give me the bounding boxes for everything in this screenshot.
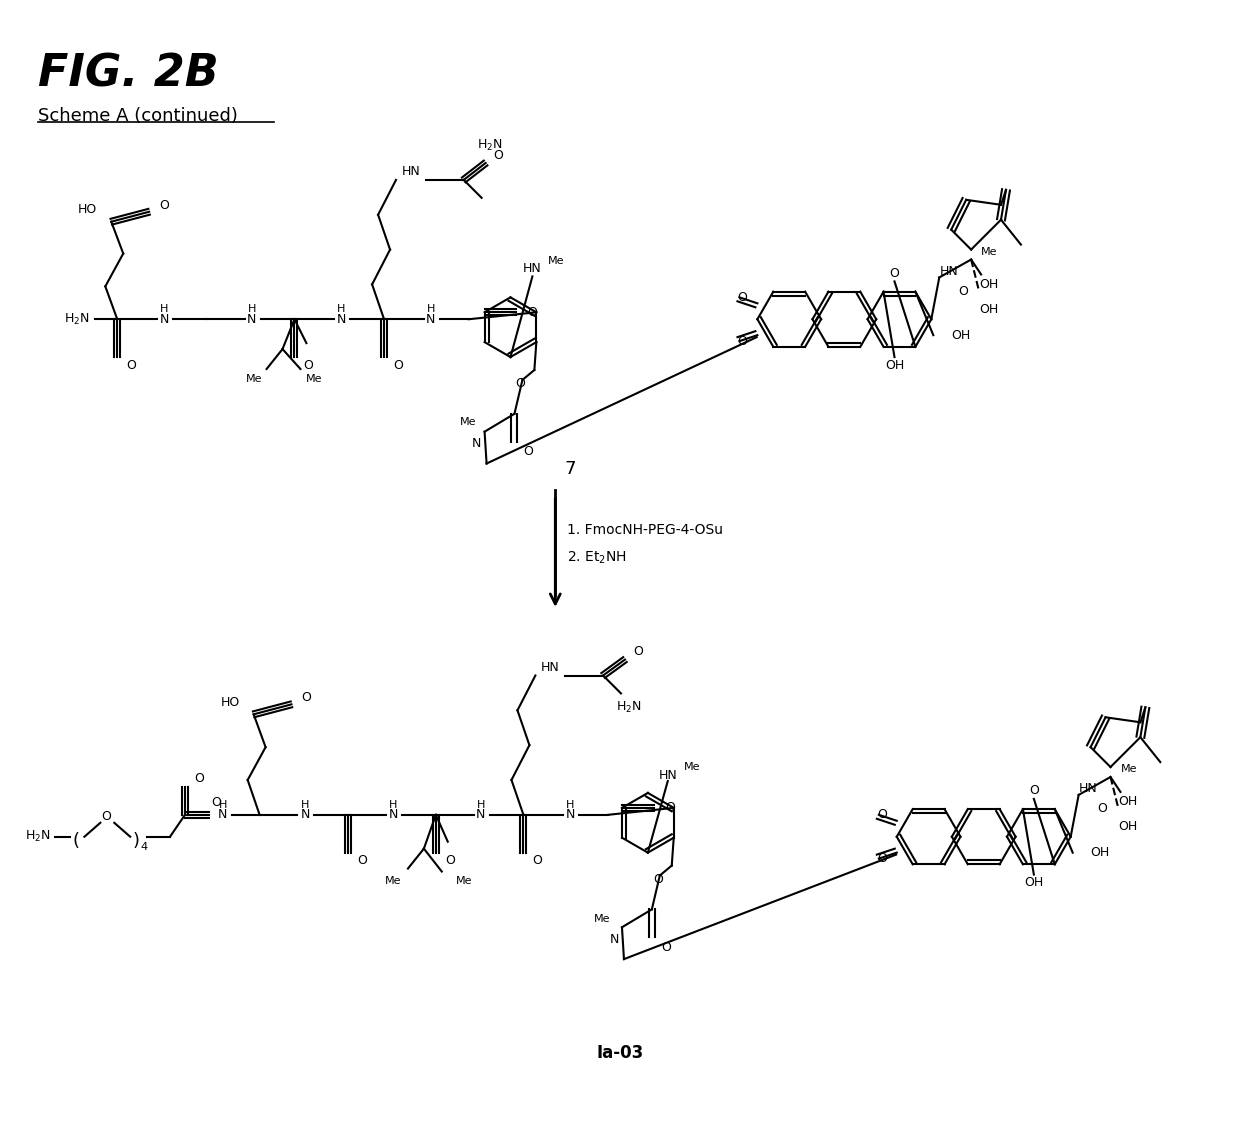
Text: H: H (476, 800, 485, 810)
Text: OH: OH (1091, 846, 1110, 860)
Text: O: O (738, 291, 748, 304)
Text: O: O (1029, 785, 1039, 798)
Text: O: O (126, 359, 136, 371)
Text: N: N (160, 313, 169, 325)
Text: O: O (532, 854, 542, 868)
Text: H: H (218, 800, 227, 810)
Text: OH: OH (1118, 821, 1138, 833)
Text: $\mathregular{H_2}$N: $\mathregular{H_2}$N (616, 700, 641, 715)
Text: HN: HN (523, 262, 542, 275)
Text: H: H (337, 305, 346, 314)
Text: O: O (877, 808, 887, 822)
Text: O: O (632, 645, 642, 658)
Text: O: O (301, 691, 311, 704)
Text: N: N (301, 808, 310, 822)
Text: Me: Me (246, 374, 262, 384)
Text: Me: Me (459, 417, 476, 426)
Text: 7: 7 (564, 460, 575, 478)
Text: O: O (889, 267, 899, 280)
Text: Me: Me (384, 876, 401, 886)
Text: Ia-03: Ia-03 (596, 1044, 644, 1061)
Text: H: H (160, 305, 169, 314)
Text: HN: HN (541, 661, 559, 674)
Text: Me: Me (594, 915, 610, 925)
Text: $\mathregular{H_2}$N: $\mathregular{H_2}$N (476, 138, 502, 152)
Text: OH: OH (951, 329, 971, 342)
Text: OH: OH (980, 278, 998, 291)
Text: OH: OH (980, 303, 998, 316)
Text: 2. Et$_2$NH: 2. Et$_2$NH (567, 550, 626, 566)
Text: O: O (393, 359, 403, 371)
Text: Me: Me (456, 876, 472, 886)
Text: OH: OH (1024, 876, 1044, 889)
Text: OH: OH (885, 359, 904, 371)
Text: 4: 4 (140, 841, 148, 851)
Text: H: H (301, 800, 310, 810)
Text: Me: Me (981, 246, 998, 257)
Text: O: O (959, 285, 968, 298)
Text: H: H (427, 305, 435, 314)
Text: N: N (609, 933, 619, 945)
Text: O: O (665, 801, 675, 815)
Text: N: N (218, 808, 227, 822)
Text: O: O (304, 359, 314, 371)
Text: O: O (445, 854, 455, 868)
Text: OH: OH (1118, 795, 1138, 808)
Text: HN: HN (939, 265, 959, 278)
Text: FIG. 2B: FIG. 2B (37, 53, 218, 95)
Text: N: N (472, 437, 481, 450)
Text: O: O (1097, 802, 1107, 815)
Text: O: O (738, 335, 748, 347)
Text: O: O (516, 377, 526, 391)
Text: Me: Me (548, 256, 564, 266)
Text: Me: Me (1121, 764, 1137, 774)
Text: $\mathregular{H_2}$N: $\mathregular{H_2}$N (64, 312, 91, 327)
Text: HN: HN (402, 165, 420, 179)
Text: Scheme A (continued): Scheme A (continued) (37, 108, 238, 125)
Text: H: H (248, 305, 255, 314)
Text: N: N (247, 313, 257, 325)
Text: N: N (565, 808, 575, 822)
Text: O: O (661, 941, 671, 953)
Text: HN: HN (658, 769, 677, 782)
Text: H: H (565, 800, 574, 810)
Text: HO: HO (78, 203, 98, 217)
Text: Me: Me (683, 762, 699, 772)
Text: $\mathregular{H_2}$N: $\mathregular{H_2}$N (25, 830, 51, 845)
Text: 1. FmocNH-PEG-4-OSu: 1. FmocNH-PEG-4-OSu (567, 524, 723, 537)
Text: N: N (476, 808, 485, 822)
Text: O: O (159, 199, 169, 212)
Text: O: O (193, 772, 203, 785)
Text: N: N (388, 808, 398, 822)
Text: O: O (877, 853, 887, 865)
Text: ): ) (133, 832, 140, 849)
Text: O: O (211, 796, 221, 809)
Text: (: ( (73, 832, 79, 849)
Text: H: H (389, 800, 397, 810)
Text: HN: HN (1079, 783, 1097, 795)
Text: O: O (494, 149, 503, 162)
Text: N: N (427, 313, 435, 325)
Text: HO: HO (221, 696, 239, 709)
Text: N: N (336, 313, 346, 325)
Text: O: O (527, 306, 537, 319)
Text: O: O (102, 810, 112, 823)
Text: O: O (357, 854, 367, 868)
Text: Me: Me (306, 374, 322, 384)
Text: O: O (653, 873, 662, 886)
Text: O: O (523, 445, 533, 458)
